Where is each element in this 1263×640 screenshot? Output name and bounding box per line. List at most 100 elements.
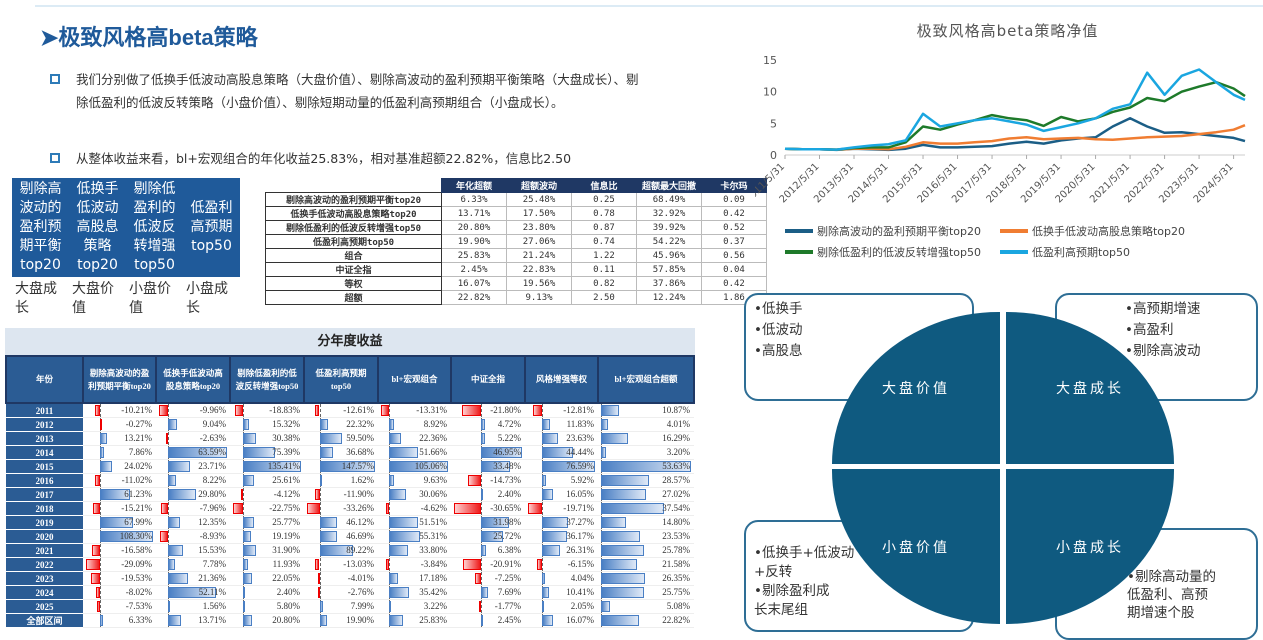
data-bar <box>541 601 544 612</box>
metric-value: 20.80% <box>441 220 507 235</box>
data-bar <box>242 433 256 444</box>
return-cell: 7.69% <box>451 585 525 600</box>
data-bar <box>388 587 409 598</box>
return-value: 2.45% <box>497 615 521 625</box>
data-bar <box>319 433 342 444</box>
return-value: -16.58% <box>121 545 152 555</box>
return-cell: 61.23% <box>83 487 156 502</box>
return-cell: -1.77% <box>451 599 525 614</box>
data-bar <box>168 489 196 500</box>
return-cell: 36.17% <box>525 529 598 544</box>
return-cell: 7.99% <box>304 599 378 614</box>
data-bar <box>480 419 485 430</box>
table-row: 2012 -0.27% 9.04% 15.32% 22.32% 8.92% 4.72% 11.… <box>6 417 694 432</box>
data-bar <box>601 601 610 612</box>
return-value: -33.26% <box>343 503 374 513</box>
return-value: 67.99% <box>124 517 152 527</box>
metrics-table: 年化超额 超额波动 信息比 超额最大回撤 卡尔玛 剔除高波动的盈利预期平衡top20 6.3… <box>265 178 767 305</box>
return-cell: 31.90% <box>230 543 304 558</box>
table-row: 组合 25.83% 21.24% 1.22 45.96% 0.56 <box>265 248 767 263</box>
strategy-name: 低换手低波动高股息策略top20 <box>76 181 119 273</box>
data-bar <box>100 419 103 430</box>
data-bar <box>541 447 573 458</box>
data-bar <box>318 587 321 598</box>
annual-header: 低盈利高预期top50 <box>303 355 379 404</box>
return-cell: 89.22% <box>304 543 378 558</box>
data-bar <box>242 419 250 430</box>
year-cell: 2015 <box>6 459 83 474</box>
data-bar <box>388 573 399 584</box>
feature-item: •高股息 <box>754 343 803 359</box>
return-value: 5.80% <box>276 601 300 611</box>
return-value: 20.80% <box>272 615 300 625</box>
return-value: -20.91% <box>490 559 521 569</box>
zero-line <box>541 404 543 417</box>
return-value: 22.05% <box>272 573 300 583</box>
return-cell: 6.33% <box>83 613 156 628</box>
quadrant-label: 小盘价值 <box>882 539 950 556</box>
metric-value: 25.83% <box>441 248 507 263</box>
return-cell: -2.63% <box>156 431 230 446</box>
return-value: 31.98% <box>493 517 521 527</box>
return-cell: 7.86% <box>83 445 156 460</box>
return-value: 55.31% <box>419 531 447 541</box>
bullet-text: 从整体收益来看，bl+宏观组合的年化收益25.83%，相对基准超额22.82%，… <box>76 151 572 166</box>
strategy-name: 低盈利高预期top50 <box>190 200 233 254</box>
data-bar <box>386 559 389 570</box>
data-bar <box>601 531 641 542</box>
year-cell: 2022 <box>6 557 83 572</box>
chart-title: 极致风格高beta策略净值 <box>916 22 1099 40</box>
return-cell: 16.29% <box>598 431 694 446</box>
data-bar <box>385 503 389 514</box>
return-cell: 76.59% <box>525 459 598 474</box>
return-cell: 14.80% <box>598 515 694 530</box>
return-cell: 1.62% <box>304 473 378 488</box>
return-value: 37.27% <box>566 517 594 527</box>
y-tick-label: 5 <box>770 117 777 130</box>
zero-line <box>319 488 321 501</box>
data-bar <box>168 573 188 584</box>
data-bar <box>242 615 252 626</box>
data-bar <box>388 601 391 612</box>
data-bar <box>601 503 664 514</box>
metric-value: 0.42 <box>701 276 767 291</box>
return-cell: 12.35% <box>156 515 230 530</box>
return-cell: -7.96% <box>156 501 230 516</box>
metric-value: 23.80% <box>506 220 572 235</box>
metric-value: 2.50 <box>571 290 637 305</box>
return-cell: 16.05% <box>525 487 598 502</box>
legend-item: 低盈利高预期top50 <box>1000 244 1130 260</box>
return-cell: -11.90% <box>304 487 378 502</box>
annual-header: bl+宏观组合 <box>377 355 452 404</box>
return-cell: 23.71% <box>156 459 230 474</box>
data-bar <box>242 531 252 542</box>
data-bar <box>92 503 101 514</box>
data-bar <box>541 545 560 556</box>
annual-header: 低换手低波动高股息策略top20 <box>155 355 231 404</box>
return-cell: -8.93% <box>156 529 230 544</box>
strategy-box: 剔除高波动的盈利预期平衡top20 低换手低波动高股息策略top20 剔除低盈利… <box>12 178 240 277</box>
return-cell: -21.80% <box>451 403 525 418</box>
data-bar <box>388 545 408 556</box>
zero-line <box>242 502 244 515</box>
data-bar <box>159 405 169 416</box>
return-value: 76.59% <box>566 461 594 471</box>
return-cell: -7.25% <box>451 571 525 586</box>
table-row: 中证全指 2.45% 22.83% 0.11 57.85% 0.04 <box>265 262 767 277</box>
metrics-header: 超额最大回撤 <box>636 178 702 193</box>
return-value: 36.17% <box>566 531 594 541</box>
return-cell: 2.40% <box>451 487 525 502</box>
return-value: -4.12% <box>273 489 300 499</box>
return-value: 46.69% <box>346 531 374 541</box>
return-cell: 6.38% <box>451 543 525 558</box>
return-cell: 23.53% <box>598 529 694 544</box>
return-cell: 25.77% <box>230 515 304 530</box>
return-value: 30.06% <box>419 489 447 499</box>
metric-value: 12.24% <box>636 290 702 305</box>
data-bar <box>541 433 559 444</box>
return-cell: 5.80% <box>230 599 304 614</box>
data-bar <box>541 419 550 430</box>
return-value: -0.27% <box>125 419 152 429</box>
row-label: 低盈利高预期top50 <box>265 234 442 249</box>
data-bar <box>480 447 522 458</box>
